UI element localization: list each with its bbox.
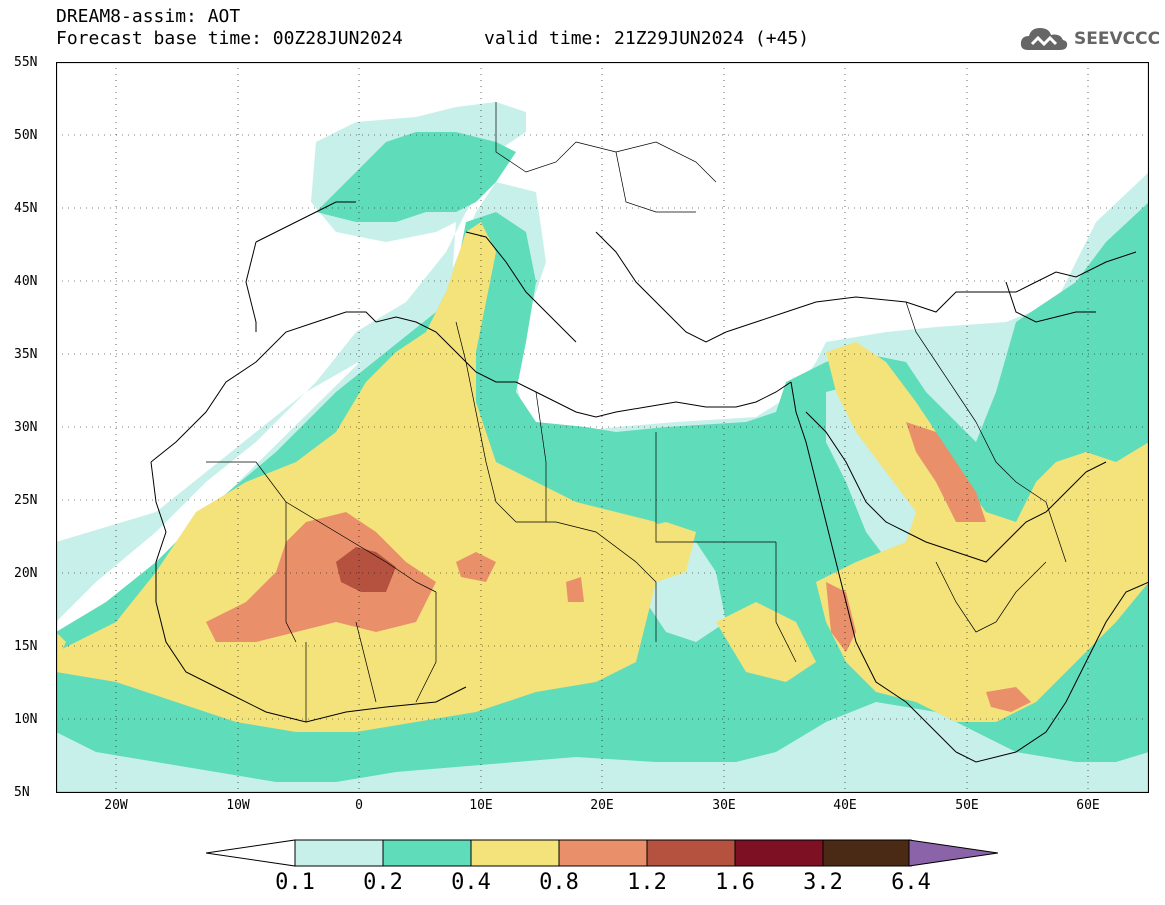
colorbar-box bbox=[294, 839, 384, 867]
lon-label: 10E bbox=[469, 798, 493, 813]
lat-label: 5N bbox=[14, 785, 30, 800]
lon-label: 30E bbox=[712, 798, 736, 813]
colorbar-box bbox=[734, 839, 824, 867]
aot-field-1.2 bbox=[336, 547, 396, 592]
graticule bbox=[56, 62, 1149, 793]
colorbar-box bbox=[558, 839, 648, 867]
seevccc-logo: SEEVCCC bbox=[1018, 24, 1160, 54]
lat-label: 50N bbox=[14, 128, 38, 143]
lon-label: 0 bbox=[355, 798, 363, 813]
lon-label: 40E bbox=[833, 798, 857, 813]
colorbar-box bbox=[382, 839, 472, 867]
map-border bbox=[56, 62, 1149, 793]
lon-label: 50E bbox=[955, 798, 979, 813]
product-title: DREAM8-assim: AOT bbox=[56, 6, 241, 27]
colorbar-label: 6.4 bbox=[891, 870, 931, 895]
lon-label: 10W bbox=[226, 798, 250, 813]
colorbar-label: 0.4 bbox=[451, 870, 491, 895]
lat-label: 55N bbox=[14, 55, 38, 70]
coastlines bbox=[150, 201, 1149, 763]
colorbar-boxes bbox=[294, 839, 912, 867]
lat-label: 25N bbox=[14, 493, 38, 508]
colorbar-box bbox=[646, 839, 736, 867]
colorbar-label: 3.2 bbox=[803, 870, 843, 895]
colorbar-label: 1.6 bbox=[715, 870, 755, 895]
map-header: DREAM8-assim: AOT Forecast base time: 00… bbox=[56, 6, 809, 50]
lat-label: 40N bbox=[14, 274, 38, 289]
colorbar-high-triangle bbox=[908, 839, 998, 867]
lat-label: 35N bbox=[14, 347, 38, 362]
cloud-icon bbox=[1020, 28, 1068, 50]
colorbar-box bbox=[470, 839, 560, 867]
lat-label: 45N bbox=[14, 201, 38, 216]
colorbar bbox=[206, 839, 998, 867]
country-borders bbox=[206, 102, 1067, 722]
forecast-base-time: Forecast base time: 00Z28JUN2024 bbox=[56, 28, 403, 49]
lat-label: 30N bbox=[14, 420, 38, 435]
colorbar-low-triangle bbox=[206, 839, 296, 867]
aot-map bbox=[56, 62, 1149, 793]
colorbar-label: 0.8 bbox=[539, 870, 579, 895]
colorbar-label: 1.2 bbox=[627, 870, 667, 895]
colorbar-label: 0.2 bbox=[363, 870, 403, 895]
valid-time: valid time: 21Z29JUN2024 (+45) bbox=[484, 28, 810, 49]
lon-label: 20E bbox=[590, 798, 614, 813]
lon-label: 20W bbox=[104, 798, 128, 813]
colorbar-label: 0.1 bbox=[275, 870, 315, 895]
aot-field-0.4 bbox=[56, 222, 1149, 732]
lat-label: 15N bbox=[14, 639, 38, 654]
lon-label: 60E bbox=[1076, 798, 1100, 813]
lat-label: 10N bbox=[14, 712, 38, 727]
colorbar-box bbox=[822, 839, 912, 867]
logo-text: SEEVCCC bbox=[1074, 29, 1161, 49]
lat-label: 20N bbox=[14, 566, 38, 581]
aot-field-0.8 bbox=[206, 422, 1031, 712]
